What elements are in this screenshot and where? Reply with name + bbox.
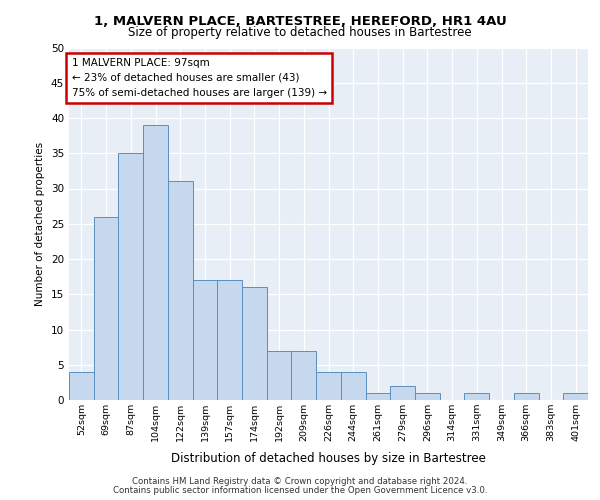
Bar — [415, 393, 440, 400]
Bar — [341, 372, 365, 400]
Bar — [292, 350, 316, 400]
Text: 1, MALVERN PLACE, BARTESTREE, HEREFORD, HR1 4AU: 1, MALVERN PLACE, BARTESTREE, HEREFORD, … — [94, 15, 506, 28]
Bar — [118, 153, 143, 400]
Bar — [168, 182, 193, 400]
Bar — [390, 386, 415, 400]
Text: Contains HM Land Registry data © Crown copyright and database right 2024.: Contains HM Land Registry data © Crown c… — [132, 477, 468, 486]
Bar — [217, 280, 242, 400]
Bar — [94, 216, 118, 400]
Bar — [69, 372, 94, 400]
Text: Size of property relative to detached houses in Bartestree: Size of property relative to detached ho… — [128, 26, 472, 39]
Bar — [143, 125, 168, 400]
Y-axis label: Number of detached properties: Number of detached properties — [35, 142, 46, 306]
Bar — [563, 393, 588, 400]
Bar — [365, 393, 390, 400]
Bar — [464, 393, 489, 400]
Bar — [514, 393, 539, 400]
Bar — [242, 287, 267, 400]
Text: 1 MALVERN PLACE: 97sqm
← 23% of detached houses are smaller (43)
75% of semi-det: 1 MALVERN PLACE: 97sqm ← 23% of detached… — [71, 58, 327, 98]
X-axis label: Distribution of detached houses by size in Bartestree: Distribution of detached houses by size … — [171, 452, 486, 466]
Bar — [316, 372, 341, 400]
Text: Contains public sector information licensed under the Open Government Licence v3: Contains public sector information licen… — [113, 486, 487, 495]
Bar — [267, 350, 292, 400]
Bar — [193, 280, 217, 400]
